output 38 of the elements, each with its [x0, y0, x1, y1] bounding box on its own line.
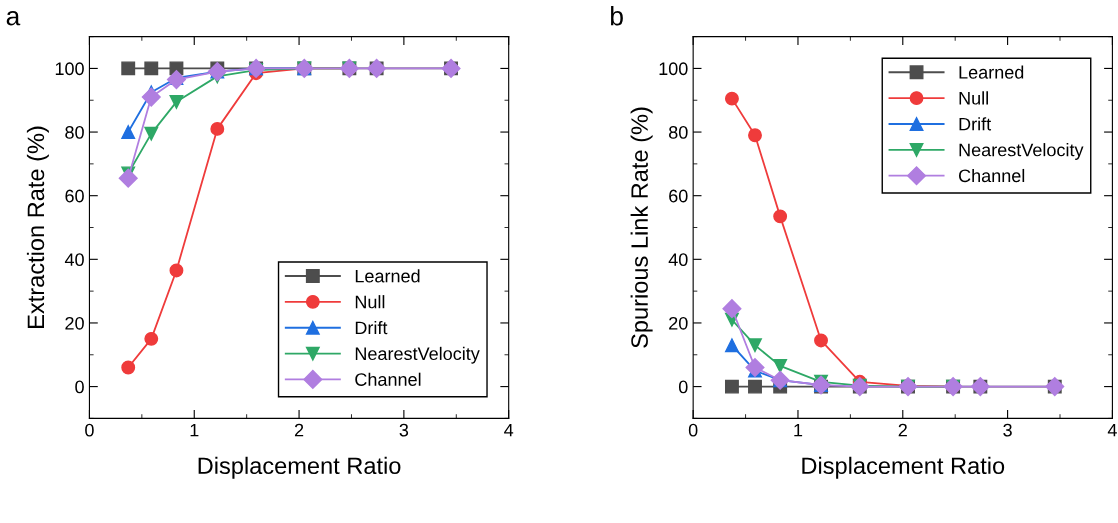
x-tick-label: 0 [85, 423, 94, 437]
x-tick-label: 2 [294, 423, 304, 437]
x-tick-label: 0 [688, 423, 698, 437]
y-tick-label: 80 [669, 125, 688, 139]
y-tick-label: 80 [65, 125, 84, 139]
legend-label: Channel [958, 168, 1025, 183]
legend-label: Learned [959, 65, 1024, 79]
y-tick-label: 40 [64, 253, 84, 267]
x-tick-label: 1 [794, 423, 803, 437]
y-axis-title: Extraction Rate (%) [26, 126, 49, 328]
x-tick-label: 4 [1107, 423, 1117, 437]
text: b [611, 6, 623, 26]
legend-label: Channel [355, 372, 421, 386]
x-axis-title: Displacement Ratio [198, 456, 401, 479]
y-tick-label: 40 [668, 253, 688, 267]
y-tick-label: 100 [659, 62, 688, 76]
text: a [6, 10, 21, 26]
legend-label: Null [959, 91, 988, 105]
y-tick-label: 60 [669, 189, 688, 203]
x-tick-label: 2 [898, 423, 907, 437]
legend-label: Drift [959, 117, 992, 131]
x-tick-label: 3 [399, 423, 409, 437]
x-axis-title: Displacement Ratio [802, 456, 1005, 479]
y-tick-label: 20 [65, 316, 84, 330]
y-tick-label: 0 [678, 380, 688, 394]
y-tick-label: 0 [75, 380, 84, 394]
legend-label: NearestVelocity [355, 346, 480, 364]
legend-label: Null [355, 295, 385, 309]
legend-label: Drift [355, 320, 388, 335]
x-tick-label: 3 [1003, 423, 1012, 437]
y-tick-label: 100 [55, 62, 84, 76]
x-tick-label: 1 [190, 423, 199, 437]
y-axis-title: Spurious Link Rate (%) [630, 107, 653, 348]
x-tick-label: 4 [504, 423, 514, 437]
y-tick-label: 60 [65, 189, 84, 203]
legend-label: Learned [355, 269, 420, 283]
y-tick-label: 20 [669, 316, 688, 330]
legend-label: NearestVelocity [959, 143, 1084, 160]
